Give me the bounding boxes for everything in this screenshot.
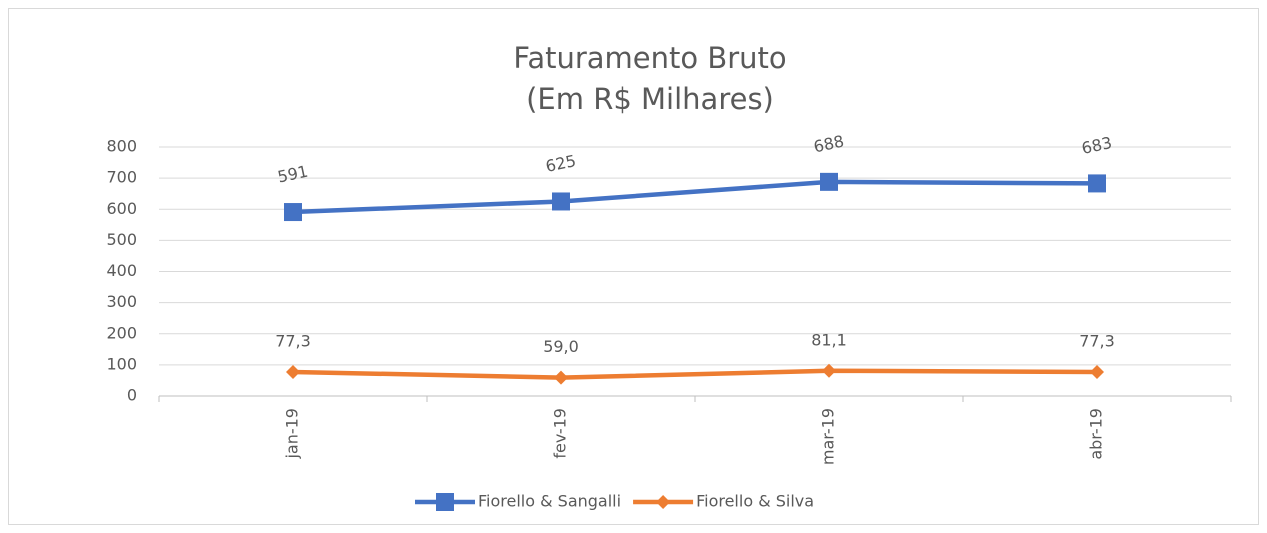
series-line: [292, 368, 1098, 380]
x-tick-label: abr-19: [1087, 408, 1106, 460]
y-tick-label: 400: [106, 261, 137, 280]
y-tick-label: 700: [106, 168, 137, 187]
data-label: 59,0: [543, 337, 579, 356]
data-label: 81,1: [811, 330, 847, 349]
data-label: 77,3: [275, 331, 311, 350]
chart-border: [8, 8, 1259, 525]
marker: [286, 364, 300, 379]
y-tick-label: 600: [106, 199, 137, 218]
marker: [1088, 174, 1106, 193]
x-tick-label: fev-19: [551, 408, 570, 459]
legend-label: Fiorello & Silva: [696, 492, 814, 511]
y-tick-label: 0: [127, 386, 137, 405]
y-tick-label: 100: [106, 354, 137, 373]
x-tick-label: mar-19: [819, 408, 838, 465]
x-tick-label: jan-19: [283, 408, 302, 460]
chart-title: Faturamento Bruto: [513, 41, 786, 75]
marker: [284, 203, 302, 222]
y-tick-label: 800: [106, 137, 137, 156]
marker: [436, 493, 454, 511]
marker: [656, 495, 671, 509]
marker: [822, 363, 836, 378]
y-tick-label: 500: [106, 230, 137, 249]
series-line: [292, 179, 1098, 215]
marker: [820, 172, 838, 191]
legend-label: Fiorello & Sangalli: [478, 492, 621, 511]
marker: [1090, 364, 1104, 379]
data-label: 77,3: [1079, 331, 1115, 350]
marker: [554, 370, 568, 385]
y-tick-label: 300: [106, 292, 137, 311]
marker: [552, 192, 570, 211]
y-tick-label: 200: [106, 323, 137, 342]
chart-subtitle: (Em R$ Milhares): [526, 82, 774, 116]
